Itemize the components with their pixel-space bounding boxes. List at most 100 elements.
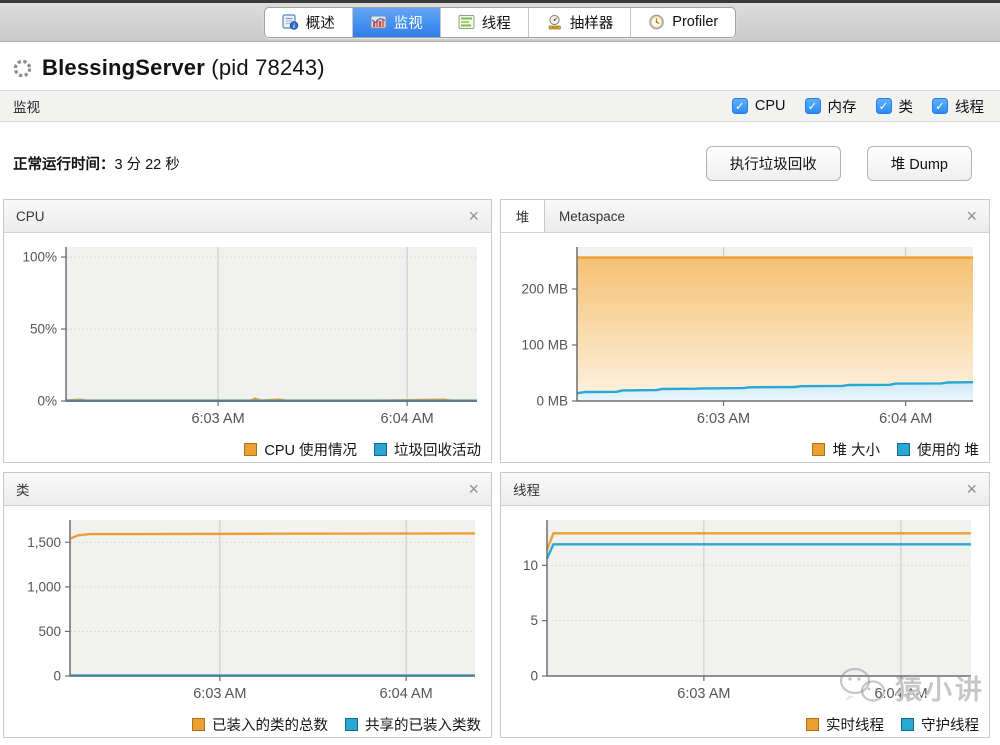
heap-panel: 堆 Metaspace × 0 MB 100 MB 200 MB 6:03 AM 6:0… xyxy=(500,199,990,463)
svg-text:500: 500 xyxy=(38,624,61,639)
legend-swatch-icon xyxy=(244,443,258,456)
heap-panel-body: 0 MB 100 MB 200 MB 6:03 AM 6:04 AM 堆 大小 使用的 堆 xyxy=(501,233,989,462)
close-icon[interactable]: × xyxy=(966,206,977,226)
checkbox-checked-icon: ✓ xyxy=(804,98,821,114)
threads-chart: 0 5 10 6:03 AM 6:04 AM xyxy=(501,506,989,713)
threads-chart-legend: 实时线程 守护线程 xyxy=(501,714,989,735)
status-row: 正常运行时间：3 分 22 秒 执行垃圾回收 堆 Dump xyxy=(0,122,1000,199)
cpu-chart: 0% 50% 100% 6:03 AM 6:04 AM xyxy=(4,233,491,438)
cpu-panel-title: CPU xyxy=(16,208,45,224)
checkbox-label: 类 xyxy=(898,99,914,116)
legend-label: 实时线程 xyxy=(826,718,884,734)
threads-chart-svg: 0 5 10 6:03 AM 6:04 AM xyxy=(523,520,971,702)
tab-monitor[interactable]: 监视 xyxy=(352,7,441,37)
legend-item: 实时线程 xyxy=(806,714,884,735)
tab-threads[interactable]: 线程 xyxy=(441,7,529,37)
tab-label: 监视 xyxy=(393,15,423,32)
legend-label: 垃圾回收活动 xyxy=(394,443,481,459)
classes-panel-header: 类 × xyxy=(4,473,491,506)
checkbox-checked-icon: ✓ xyxy=(932,98,948,114)
legend-swatch-icon xyxy=(806,718,819,731)
legend-swatch-icon xyxy=(812,443,826,456)
legend-item: 已装入的类的总数 xyxy=(192,714,328,735)
heap-dump-button[interactable]: 堆 Dump xyxy=(866,146,972,181)
checkbox-label: 内存 xyxy=(827,99,857,116)
legend-label: 守护线程 xyxy=(921,718,979,734)
heap-chart: 0 MB 100 MB 200 MB 6:03 AM 6:04 AM xyxy=(501,233,989,438)
classes-chart: 0 500 1,000 1,500 6:03 AM 6:04 AM xyxy=(4,506,491,713)
legend-label: CPU 使用情况 xyxy=(264,443,357,459)
svg-text:6:03 AM: 6:03 AM xyxy=(193,686,246,702)
checkbox-label: CPU xyxy=(754,98,786,114)
uptime-text: 正常运行时间：3 分 22 秒 xyxy=(13,153,180,174)
legend-item: 守护线程 xyxy=(901,714,979,735)
svg-text:1,500: 1,500 xyxy=(27,535,61,550)
checkbox-memory[interactable]: ✓ 内存 xyxy=(804,96,857,117)
classes-panel: 类 × 0 500 1,000 1,500 6:03 AM 6:04 AM 已装入的类的总… xyxy=(3,472,492,738)
overview-icon: i xyxy=(282,14,299,30)
svg-text:50%: 50% xyxy=(30,322,57,337)
close-icon[interactable]: × xyxy=(468,206,479,226)
tab-label: 线程 xyxy=(481,15,511,32)
cpu-panel: CPU × 0% 50% 100% 6:03 AM 6:04 AM CPU 使用情况 垃圾… xyxy=(3,199,492,463)
svg-text:6:04 AM: 6:04 AM xyxy=(874,686,927,702)
checkbox-label: 线程 xyxy=(955,99,984,116)
tab-metaspace[interactable]: Metaspace xyxy=(559,208,626,224)
view-tabbar: i 概述 监视 线程 抽样器 Profiler xyxy=(0,3,1000,42)
legend-label: 已装入的类的总数 xyxy=(212,718,328,734)
cpu-panel-body: 0% 50% 100% 6:03 AM 6:04 AM CPU 使用情况 垃圾回收活动 xyxy=(4,233,491,462)
sampler-icon xyxy=(546,14,563,30)
close-icon[interactable]: × xyxy=(468,479,479,499)
checkbox-threads[interactable]: ✓ 线程 xyxy=(932,96,984,117)
svg-text:i: i xyxy=(293,23,295,30)
heap-panel-header: 堆 Metaspace × xyxy=(501,200,989,233)
app-name: BlessingServer xyxy=(42,55,205,80)
loading-spinner-icon xyxy=(13,59,32,77)
checkbox-checked-icon: ✓ xyxy=(875,98,892,114)
threads-panel-body: 0 5 10 6:03 AM 6:04 AM 实时线程 守护线程 猿小讲 xyxy=(501,506,989,737)
tab-label: 抽样器 xyxy=(569,15,614,32)
svg-text:200 MB: 200 MB xyxy=(521,282,568,297)
tab-overview[interactable]: i 概述 xyxy=(265,7,353,37)
application-title-row: BlessingServer (pid 78243) xyxy=(0,42,1000,90)
tab-profiler[interactable]: Profiler xyxy=(631,8,735,37)
legend-label: 堆 大小 xyxy=(832,443,880,459)
svg-text:100%: 100% xyxy=(22,250,57,265)
tab-sampler[interactable]: 抽样器 xyxy=(529,7,632,37)
perform-gc-button[interactable]: 执行垃圾回收 xyxy=(705,146,841,181)
page-title: BlessingServer (pid 78243) xyxy=(42,55,325,81)
charts-grid: CPU × 0% 50% 100% 6:03 AM 6:04 AM CPU 使用情况 垃圾… xyxy=(0,199,1000,738)
svg-text:0 MB: 0 MB xyxy=(536,394,568,409)
svg-text:100 MB: 100 MB xyxy=(521,338,568,353)
legend-label: 共享的已装入类数 xyxy=(365,718,481,734)
legend-item: 垃圾回收活动 xyxy=(374,439,481,460)
checkbox-checked-icon: ✓ xyxy=(731,98,748,114)
tab-label: Profiler xyxy=(672,14,719,30)
threads-panel-title: 线程 xyxy=(513,483,540,498)
svg-text:0: 0 xyxy=(53,669,61,684)
monitor-section-bar: 监视 ✓ CPU ✓ 内存 ✓ 类 ✓ 线程 xyxy=(0,90,1000,122)
legend-item: 堆 大小 xyxy=(812,439,880,460)
tab-heap[interactable]: 堆 xyxy=(501,200,545,232)
legend-swatch-icon xyxy=(345,718,358,731)
svg-text:5: 5 xyxy=(530,613,538,628)
legend-item: CPU 使用情况 xyxy=(244,439,357,460)
checkbox-classes[interactable]: ✓ 类 xyxy=(875,96,914,117)
classes-panel-body: 0 500 1,000 1,500 6:03 AM 6:04 AM 已装入的类的总数 共享的… xyxy=(4,506,491,737)
svg-text:6:03 AM: 6:03 AM xyxy=(677,686,730,702)
classes-panel-title: 类 xyxy=(16,483,30,498)
svg-text:1,000: 1,000 xyxy=(27,579,61,594)
svg-text:0: 0 xyxy=(530,669,538,684)
pid-suffix: (pid 78243) xyxy=(205,55,325,80)
checkbox-cpu[interactable]: ✓ CPU xyxy=(731,98,786,114)
uptime-label: 正常运行时间： xyxy=(13,157,115,173)
heap-chart-legend: 堆 大小 使用的 堆 xyxy=(501,439,989,460)
classes-chart-legend: 已装入的类的总数 共享的已装入类数 xyxy=(4,714,491,735)
svg-text:10: 10 xyxy=(523,558,538,573)
threads-panel-header: 线程 × xyxy=(501,473,989,506)
window-top-strip xyxy=(0,0,1000,3)
close-icon[interactable]: × xyxy=(966,479,977,499)
legend-swatch-icon xyxy=(901,718,914,731)
cpu-panel-header: CPU × xyxy=(4,200,491,233)
cpu-chart-legend: CPU 使用情况 垃圾回收活动 xyxy=(4,439,491,460)
